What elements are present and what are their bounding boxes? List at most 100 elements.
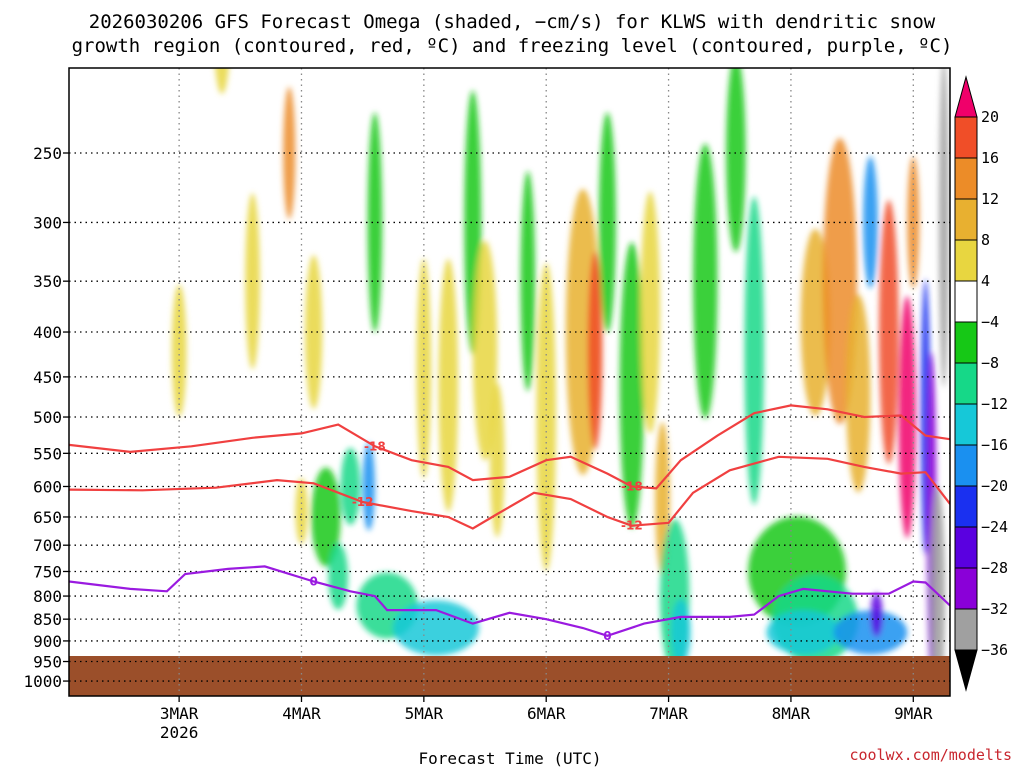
omega-shade-region [362,442,375,531]
contour-line [69,565,950,637]
omega-shade-region [328,543,348,610]
omega-shade-region [489,383,505,538]
y-axis: 250 300 350 400 450 500 550 600 650 700 750 800 850 9… [23,144,69,691]
colorbar-tick-label: −36 [981,641,1008,659]
omega-shade-region [870,592,883,637]
y-tick-label: 400 [33,323,62,342]
plot-frame [68,67,951,697]
colorbar-bin [954,485,978,528]
colorbar-bin [954,403,978,446]
omega-shade-region [598,112,616,333]
colorbar-bin [954,608,978,651]
colorbar-top-arrow [954,75,978,118]
colorbar-bin [954,157,978,200]
credit-text: coolwx.com/modelts [849,746,1012,764]
omega-shade-region [744,196,765,505]
omega-shade-region [898,296,916,539]
y-tick-label: 700 [33,536,62,555]
contour-line [69,404,950,490]
omega-shade-region [367,112,383,333]
colorbar-bin [954,321,978,364]
chart-title-line-1: 2026030206 GFS Forecast Omega (shaded, −… [89,11,936,33]
omega-shade-region [938,68,949,388]
colorbar-tick-label: 8 [981,231,990,249]
omega-shade-region [311,467,341,567]
omega-shade-region [93,231,106,331]
omega-shade-region [833,610,908,655]
omega-shade-region [305,255,323,410]
colorbar-tick-label: 4 [981,272,990,290]
colorbar-bin [954,198,978,241]
colorbar-tick-label: −32 [981,600,1008,618]
contour-label: -18 [621,479,643,493]
colorbar-tick-label: −28 [981,559,1008,577]
y-tick-label: 250 [33,144,62,163]
contour-label: 0 [603,629,611,643]
omega-shade-region [800,228,831,416]
x-axis-label: Forecast Time (UTC) [418,749,601,768]
omega-shade-region [726,68,746,252]
colorbar-tick-label: 20 [981,108,999,126]
ground-below-surface [69,656,950,696]
colorbar-bin [954,239,978,282]
colorbar-tick-label: −20 [981,477,1008,495]
x-tick-label: 6MAR [527,704,566,723]
omega-shade-region [438,258,459,512]
colorbar-bin [954,567,978,610]
colorbar-tick-label: −8 [981,354,999,372]
omega-shade-region [863,156,878,289]
plot-area: -18 -18 -12 -12 0 0 [68,67,951,697]
contour-label: -12 [352,495,374,509]
omega-shade-region [640,191,661,434]
x-tick-label: 3MAR [160,704,199,723]
colorbar-tick-label: 16 [981,149,999,167]
colorbar-bottom-arrow [954,649,978,692]
y-tick-label: 650 [33,508,62,527]
colorbar-tick-label: 12 [981,190,999,208]
colorbar-bin [954,526,978,569]
omega-shade-region [245,193,260,370]
colorbar-tick-label: −24 [981,518,1008,536]
contour-label: -18 [364,439,386,453]
contour-label: 0 [310,575,318,589]
x-tick-sublabel: 2026 [160,723,199,742]
y-tick-label: 500 [33,408,62,427]
colorbar-bin [954,362,978,405]
omega-shade-region [110,398,126,465]
x-tick-label: 4MAR [282,704,321,723]
colorbar-bin [954,280,978,323]
omega-shade-region [619,242,645,529]
omega-shade-region [215,68,229,94]
omega-shade-region [766,610,840,655]
omega-shade-region [693,143,718,419]
y-tick-label: 300 [33,213,62,232]
omega-shading [93,68,949,696]
omega-shade-region [472,240,498,461]
y-tick-label: 1000 [23,672,62,691]
colorbar: 20 16 12 8 4 −4 −8 −12 −16 −20 −24 −28 −32 −36 [954,75,1008,692]
x-tick-label: 9MAR [894,704,933,723]
y-tick-label: 850 [33,610,62,629]
omega-shade-region [393,600,479,656]
colorbar-bin [954,444,978,487]
omega-shade-region [845,294,871,493]
omega-shade-region [520,171,536,392]
omega-shade-region [171,284,187,417]
contour-label: -12 [621,519,643,533]
x-tick-label: 7MAR [649,704,688,723]
chart-title-line-2: growth region (contoured, red, ºC) and f… [72,35,953,57]
omega-shade-region [416,258,432,479]
contour-line [69,455,950,530]
y-tick-label: 950 [33,653,62,672]
omega-shade-region [295,478,308,545]
x-tick-label: 5MAR [405,704,444,723]
omega-shade-region [930,486,946,696]
gridlines [69,68,950,696]
colorbar-tick-label: −16 [981,436,1008,454]
omega-shade-region [587,251,603,450]
colorbar-tick-label: −12 [981,395,1008,413]
y-tick-label: 800 [33,587,62,606]
omega-shade-region [671,599,691,666]
